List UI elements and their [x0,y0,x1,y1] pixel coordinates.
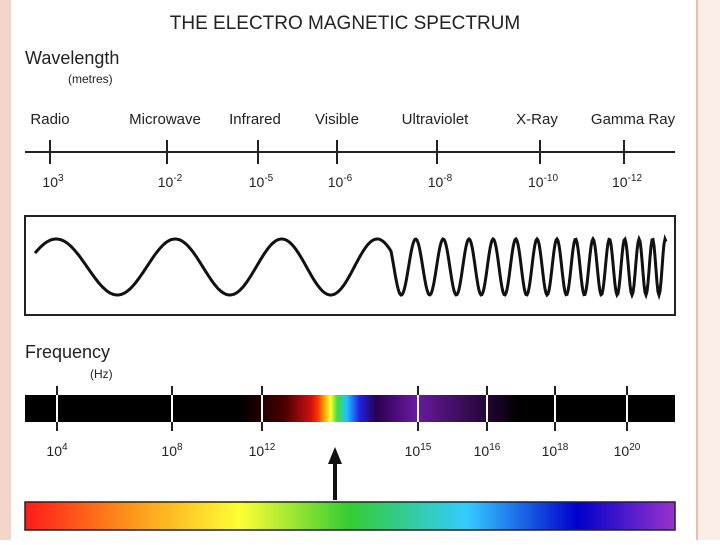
wave-box [24,215,676,316]
wavelength-tick-label: 10-8 [428,173,453,190]
frequency-tick-label: 104 [46,442,68,459]
power-exponent: -5 [264,173,273,184]
frequency-unit: (Hz) [90,367,113,381]
wavelength-tick-label: 103 [42,173,64,190]
power-base: 10 [249,174,265,190]
power-exponent: 4 [62,442,68,453]
frequency-tick-label: 1018 [542,442,569,459]
frame-left [0,0,11,540]
power-exponent: -6 [343,173,352,184]
power-exponent: 12 [264,442,276,453]
wavelength-tick-label: 10-6 [328,173,353,190]
wavelength-unit: (metres) [68,72,113,86]
power-base: 10 [474,443,490,459]
power-base: 10 [328,174,344,190]
power-exponent: -2 [173,173,182,184]
frequency-tick-label: 1015 [405,442,432,459]
frequency-label: Frequency [25,342,110,362]
power-base: 10 [528,174,544,190]
power-base: 10 [614,443,630,459]
power-exponent: -12 [628,173,643,184]
wavelength-tick-label: 10-5 [249,173,274,190]
power-base: 10 [612,174,628,190]
wavelength-tick-label: 10-2 [158,173,183,190]
frequency-tick-label: 1020 [614,442,641,459]
power-base: 10 [158,174,174,190]
power-base: 10 [405,443,421,459]
frequency-bar [25,395,675,422]
band-label: Ultraviolet [402,111,470,128]
power-exponent: -10 [544,173,559,184]
band-label: Gamma Ray [591,111,676,128]
power-exponent: 15 [420,442,432,453]
arrow-head [328,447,342,464]
power-base: 10 [542,443,558,459]
power-base: 10 [249,443,265,459]
power-exponent: 16 [489,442,501,453]
visible-spectrum-bar [24,501,676,531]
frequency-tick-label: 1016 [474,442,501,459]
band-label: X-Ray [516,111,558,128]
wave [33,234,668,301]
power-base: 10 [161,443,177,459]
power-exponent: -8 [443,173,452,184]
power-exponent: 20 [629,442,641,453]
band-label: Microwave [129,111,201,128]
power-base: 10 [46,443,62,459]
band-label: Radio [30,111,69,128]
power-base: 10 [428,174,444,190]
wavelength-label: Wavelength [25,48,119,68]
power-exponent: 18 [557,442,569,453]
frame-right [697,0,720,540]
band-label: Visible [315,111,359,128]
title: THE ELECTRO MAGNETIC SPECTRUM [170,13,520,34]
power-base: 10 [42,174,58,190]
power-exponent: 8 [177,442,183,453]
band-label: Infrared [229,111,281,128]
frequency-tick-label: 1012 [249,442,276,459]
frequency-tick-label: 108 [161,442,183,459]
wavelength-tick-label: 10-10 [528,173,558,190]
power-exponent: 3 [58,173,64,184]
wavelength-tick-label: 10-12 [612,173,642,190]
